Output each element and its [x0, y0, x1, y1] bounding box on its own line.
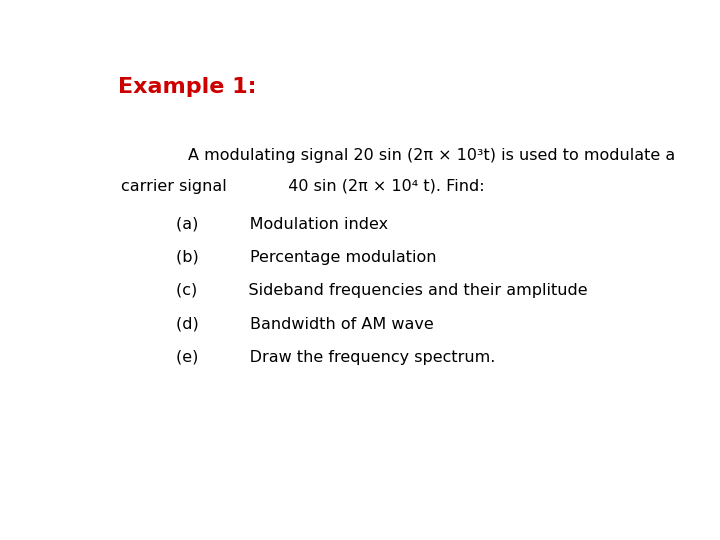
Text: carrier signal            40 sin (2π × 10⁴ t). Find:: carrier signal 40 sin (2π × 10⁴ t). Find…	[121, 179, 485, 194]
Text: (d)          Bandwidth of AM wave: (d) Bandwidth of AM wave	[176, 316, 434, 332]
Text: (c)          Sideband frequencies and their amplitude: (c) Sideband frequencies and their ampli…	[176, 283, 588, 298]
Text: (e)          Draw the frequency spectrum.: (e) Draw the frequency spectrum.	[176, 349, 496, 364]
Text: Example 1:: Example 1:	[118, 77, 256, 97]
Text: A modulating signal 20 sin (2π × 10³t) is used to modulate a: A modulating signal 20 sin (2π × 10³t) i…	[188, 148, 675, 163]
Text: (b)          Percentage modulation: (b) Percentage modulation	[176, 250, 437, 265]
Text: (a)          Modulation index: (a) Modulation index	[176, 217, 389, 232]
